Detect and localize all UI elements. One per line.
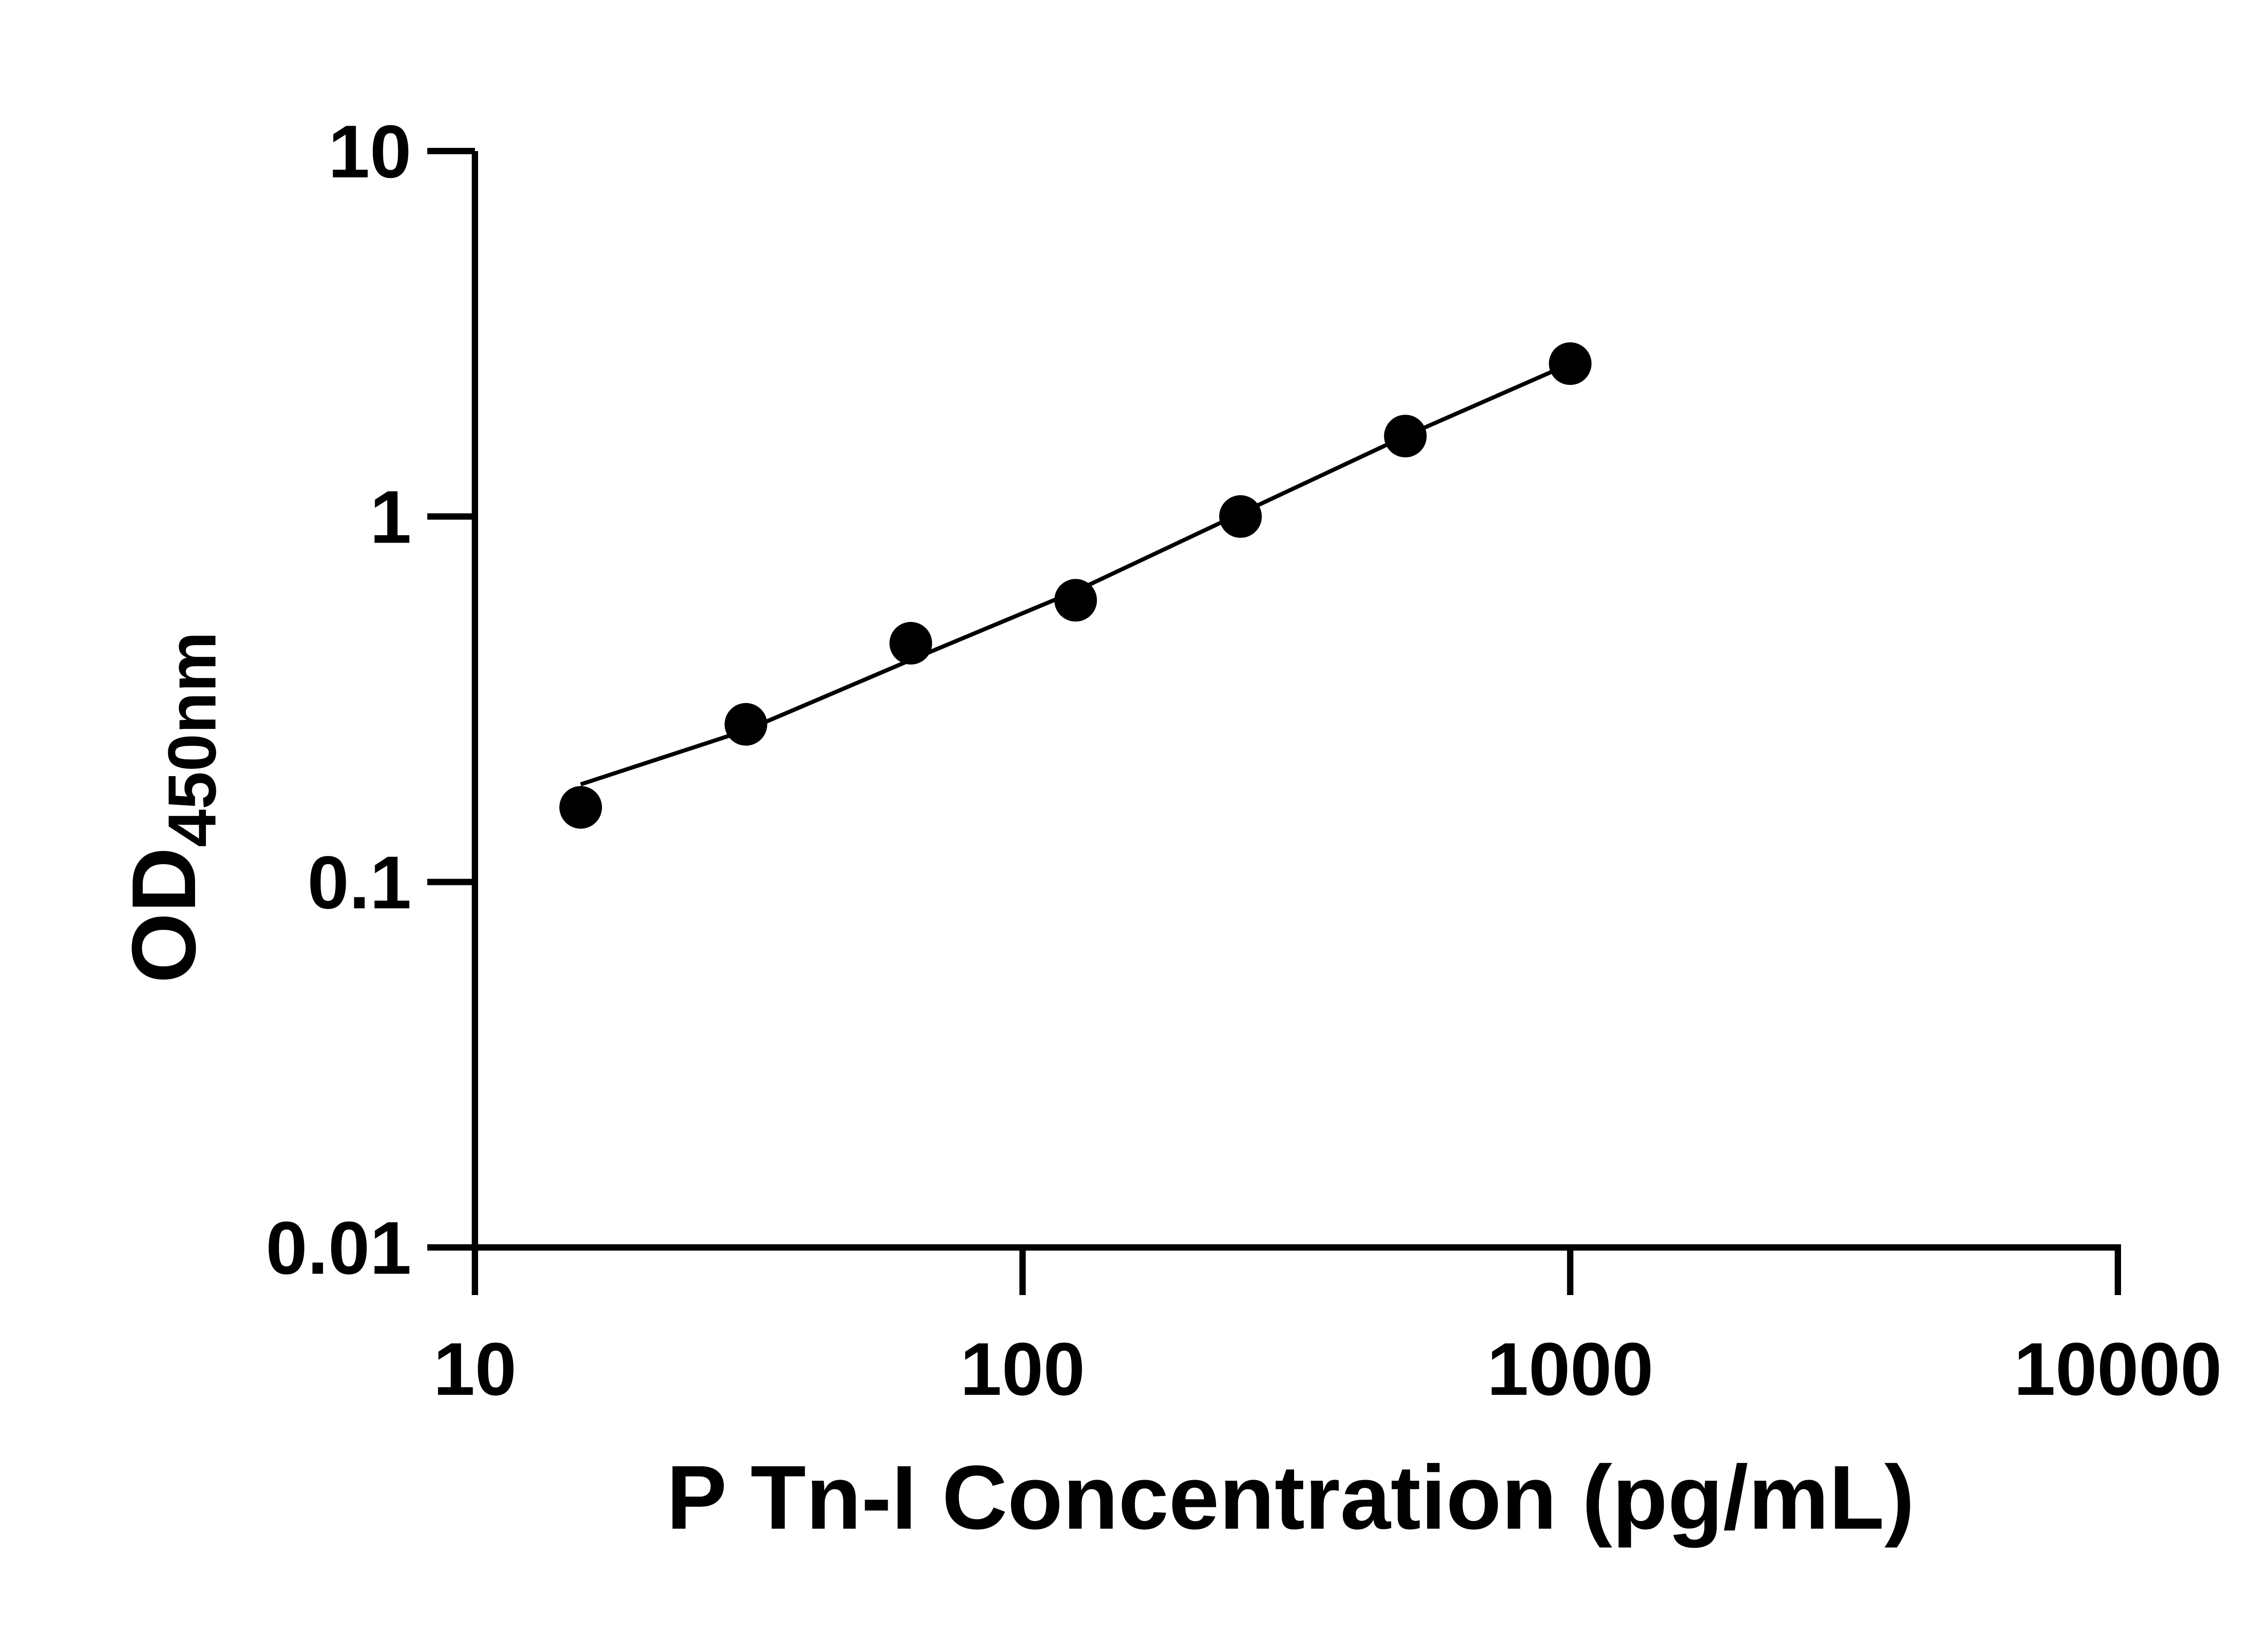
y-tick-label: 0.1	[308, 841, 411, 924]
data-point	[1054, 579, 1097, 622]
data-point	[724, 703, 767, 746]
y-axis-ticks: 0.01 0.1 1 10	[266, 110, 475, 1290]
x-tick-label: 1000	[1487, 1327, 1653, 1411]
data-points	[559, 342, 1592, 829]
axes	[472, 151, 2121, 1251]
y-axis-label: OD450nm	[113, 631, 230, 983]
x-tick-label: 10000	[2014, 1327, 2222, 1411]
data-point	[1384, 415, 1427, 458]
y-tick-label: 1	[370, 475, 411, 559]
x-axis-label: P Tn-I Concentration (pg/mL)	[666, 1447, 1915, 1548]
data-point	[559, 786, 602, 829]
y-axis-label-subscript: 450nm	[154, 631, 230, 847]
y-axis-label-main: OD	[113, 847, 215, 983]
x-tick-label: 100	[960, 1327, 1085, 1411]
y-tick-label: 0.01	[266, 1206, 411, 1290]
x-axis-ticks: 10 100 1000 10000	[433, 1247, 2222, 1411]
data-point	[889, 622, 932, 665]
data-point	[1549, 342, 1592, 385]
data-point	[1219, 495, 1262, 538]
y-tick-label: 10	[328, 110, 411, 193]
x-tick-label: 10	[433, 1327, 517, 1411]
